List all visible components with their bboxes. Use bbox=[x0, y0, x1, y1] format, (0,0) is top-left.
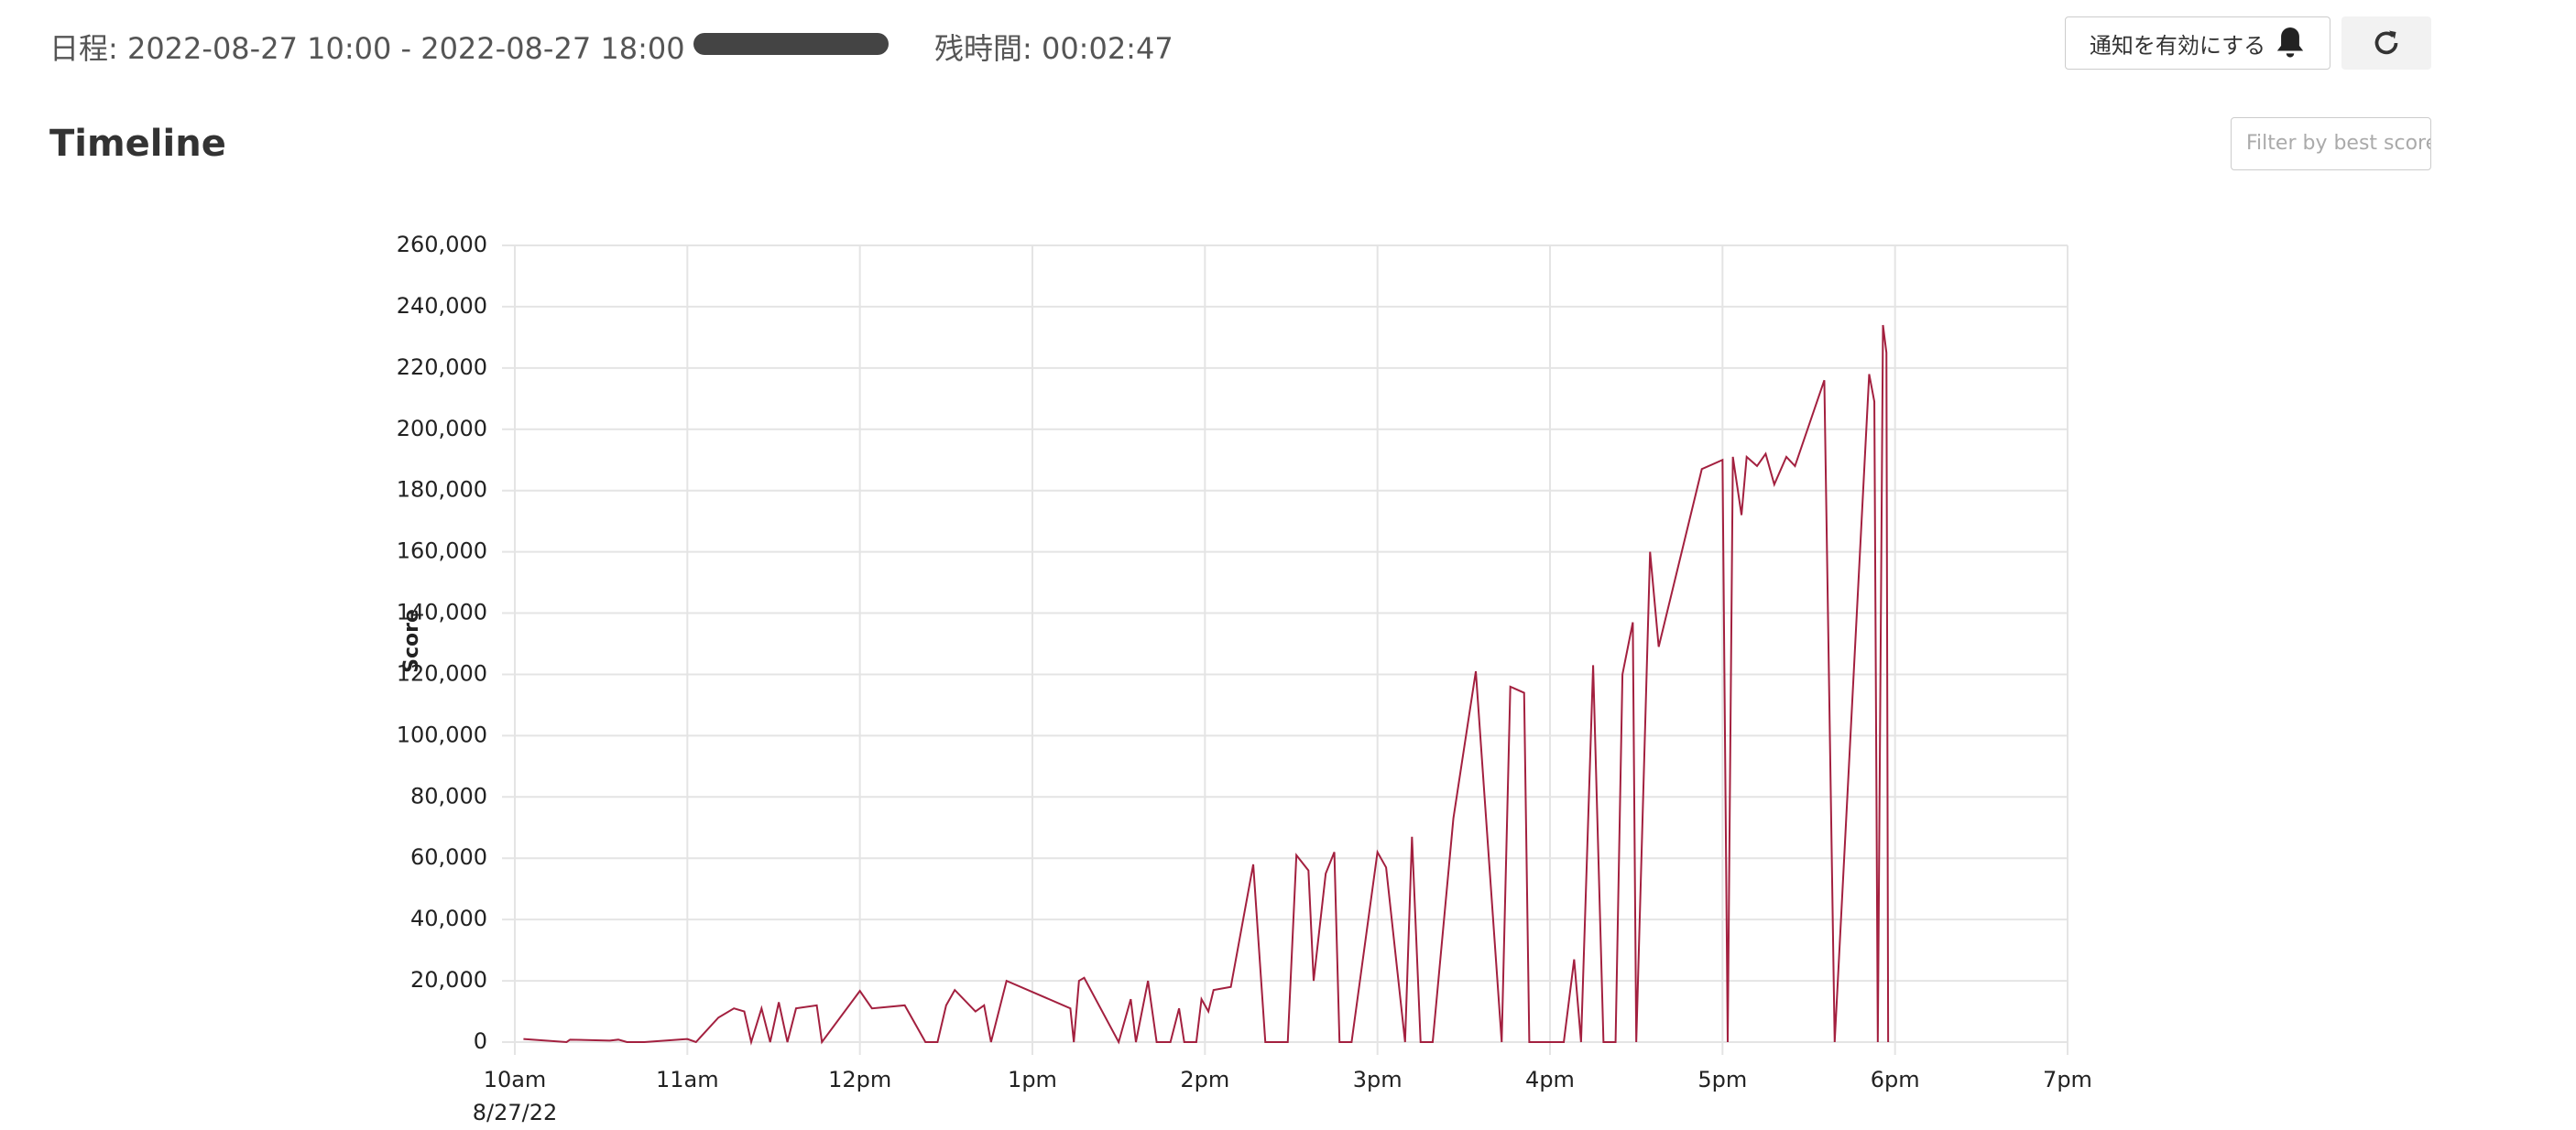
section-title: Timeline bbox=[49, 123, 226, 165]
progress-bar bbox=[693, 33, 889, 55]
y-tick-label: 20,000 bbox=[410, 967, 487, 993]
y-tick-label: 140,000 bbox=[397, 600, 487, 625]
y-tick-label: 260,000 bbox=[397, 232, 487, 257]
remaining-time: 残時間: 00:02:47 bbox=[934, 31, 1173, 66]
y-tick-label: 200,000 bbox=[397, 416, 487, 441]
x-tick-label: 2pm bbox=[1180, 1067, 1229, 1092]
y-tick-label: 0 bbox=[474, 1028, 487, 1054]
refresh-button[interactable] bbox=[2341, 16, 2431, 70]
y-tick-label: 40,000 bbox=[410, 906, 487, 931]
score-line bbox=[523, 324, 1890, 1046]
x-tick-label: 1pm bbox=[1008, 1067, 1057, 1092]
y-tick-label: 60,000 bbox=[410, 844, 487, 870]
x-tick-label: 6pm bbox=[1871, 1067, 1920, 1092]
x-tick-label: 3pm bbox=[1353, 1067, 1403, 1092]
y-tick-label: 80,000 bbox=[410, 783, 487, 809]
schedule: 日程: 2022-08-27 10:00 - 2022-08-27 18:00 bbox=[49, 31, 685, 66]
y-tick-label: 240,000 bbox=[397, 293, 487, 319]
bell-icon bbox=[2276, 27, 2304, 58]
y-tick-label: 220,000 bbox=[397, 354, 487, 380]
notify-button[interactable]: 通知を有効にする bbox=[2065, 16, 2330, 70]
y-tick-label: 160,000 bbox=[397, 538, 487, 564]
filter-input[interactable]: Filter by best score bbox=[2231, 117, 2431, 170]
x-date-label: 8/27/22 bbox=[473, 1100, 558, 1125]
y-tick-label: 180,000 bbox=[397, 477, 487, 503]
x-tick-label: 10am bbox=[484, 1067, 547, 1092]
x-tick-label: 5pm bbox=[1697, 1067, 1747, 1092]
x-tick-label: 11am bbox=[656, 1067, 719, 1092]
refresh-icon bbox=[2374, 30, 2398, 55]
y-tick-label: 120,000 bbox=[397, 660, 487, 686]
x-tick-label: 4pm bbox=[1525, 1067, 1575, 1092]
y-axis-label: Score bbox=[400, 609, 423, 673]
notify-label: 通知を有効にする bbox=[2089, 32, 2266, 59]
x-tick-label: 12pm bbox=[828, 1067, 891, 1092]
y-tick-label: 100,000 bbox=[397, 722, 487, 747]
x-tick-label: 7pm bbox=[2043, 1067, 2092, 1092]
